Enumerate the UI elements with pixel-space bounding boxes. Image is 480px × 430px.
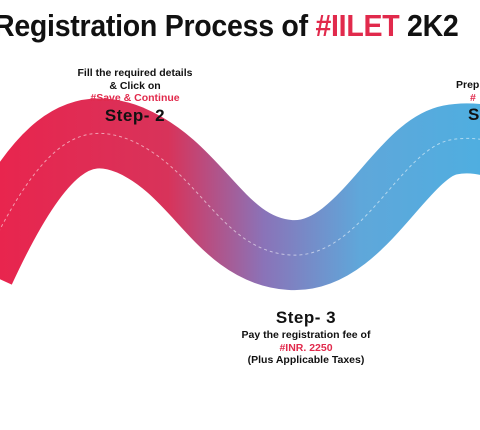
step2-line1: Fill the required details bbox=[77, 67, 193, 79]
step2-block: Fill the required details & Click on #Sa… bbox=[56, 67, 214, 127]
title-highlight: #IILET bbox=[315, 8, 400, 43]
step4-label: S bbox=[468, 105, 480, 124]
step4-line2: # bbox=[470, 91, 476, 104]
step3-block: Step- 3 Pay the registration fee of #INR… bbox=[226, 307, 386, 367]
wave-dashed-line bbox=[0, 132, 480, 256]
step4-line1: Prep bbox=[456, 79, 480, 91]
page-title: Registration Process of #IILET 2K2 bbox=[0, 4, 459, 48]
step2-line2: & Click on bbox=[109, 79, 161, 92]
step2-link: #Save & Continue bbox=[90, 92, 180, 104]
title-prefix: Registration Process of bbox=[0, 8, 316, 43]
step3-amount: #INR. 2250 bbox=[279, 341, 333, 354]
wave-band bbox=[0, 98, 480, 290]
step3-label: Step- 3 bbox=[275, 308, 337, 327]
step4-block-partial: Prep # S bbox=[456, 79, 480, 126]
step3-line1: Pay the registration fee of bbox=[241, 329, 371, 341]
step3-line2: (Plus Applicable Taxes) bbox=[247, 354, 365, 366]
step2-label: Step- 2 bbox=[104, 105, 166, 125]
title-suffix: 2K2 bbox=[399, 8, 459, 43]
